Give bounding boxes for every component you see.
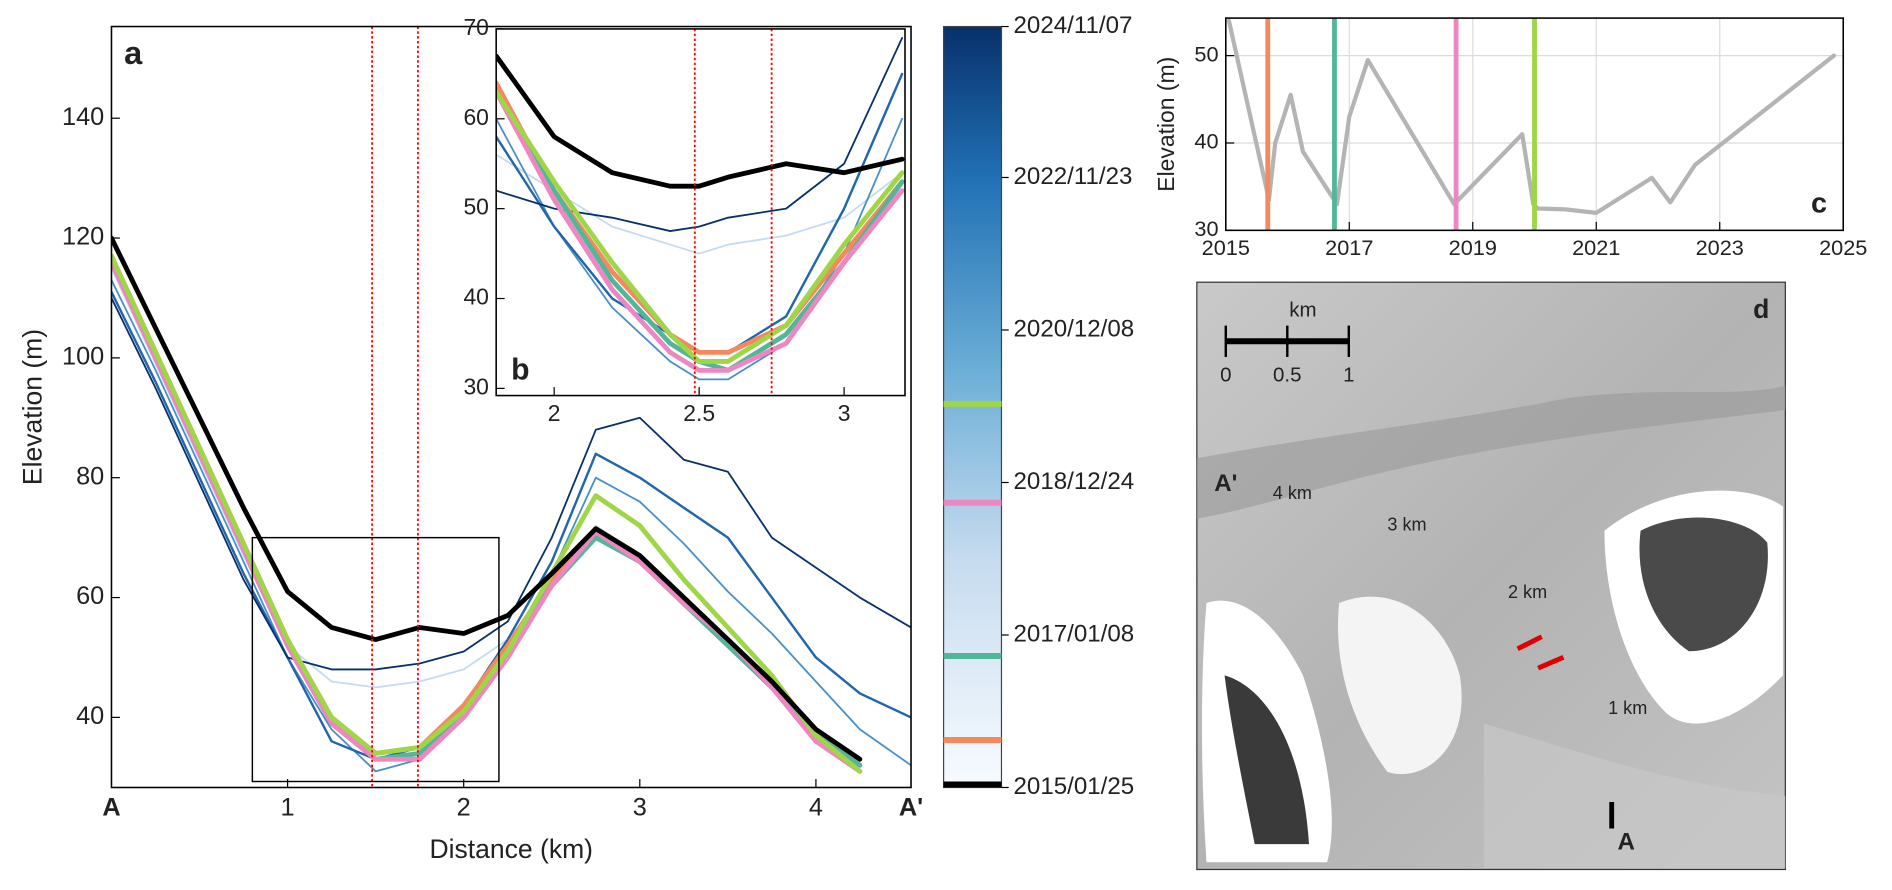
- map-panel: km 0 0.5 1 A A' 1 km 2 km 3 km 4 km d: [1196, 281, 1786, 871]
- y-axis-label: Elevation (m): [17, 329, 47, 485]
- section-marker: [1516, 634, 1543, 651]
- panel-label: c: [1811, 188, 1827, 220]
- y-tick-label: 30: [1194, 216, 1218, 241]
- plot-frame: [495, 28, 906, 397]
- y-tick-label: 120: [62, 223, 104, 251]
- map-ice: [1483, 723, 1786, 869]
- panel-label: b: [511, 353, 529, 386]
- y-tick-label: 140: [62, 103, 104, 131]
- y-tick-label: 60: [76, 582, 104, 610]
- x-tick-label: 3: [633, 794, 647, 822]
- map-ridge: [1196, 385, 1786, 519]
- y-tick-label: 60: [463, 104, 488, 130]
- x-tick-label: 3: [838, 400, 851, 426]
- map-rock: [1224, 675, 1309, 845]
- map-snow: [1338, 596, 1462, 775]
- distance-label: 1 km: [1608, 698, 1647, 718]
- colorbar-tick-label: 2018/12/24: [1014, 468, 1135, 495]
- y-axis-label: Elevation (m): [1153, 57, 1179, 192]
- endpoint-label: A': [899, 794, 923, 822]
- colorbar: [942, 25, 1003, 789]
- series-line: [496, 153, 904, 255]
- panel-label: d: [1753, 294, 1769, 324]
- plot-frame: [110, 25, 912, 789]
- x-tick-label: 2: [548, 400, 561, 426]
- distance-label: 2 km: [1508, 582, 1547, 602]
- colorbar-tick-label: 2017/01/08: [1014, 620, 1135, 647]
- x-axis-label: Distance (km): [429, 834, 593, 864]
- y-tick-label: 40: [76, 702, 104, 730]
- distance-label: 4 km: [1273, 483, 1312, 503]
- plot-background: [496, 28, 905, 396]
- series-line: [111, 290, 912, 761]
- series-line: [496, 89, 905, 373]
- x-tick-label: 2023: [1696, 235, 1744, 260]
- x-tick-label: 2021: [1572, 235, 1620, 260]
- scale-label: 0: [1220, 364, 1231, 387]
- series-group: [496, 28, 905, 396]
- series-line: [496, 89, 905, 364]
- map-rock: [1639, 517, 1768, 652]
- profile-end: A': [1214, 470, 1237, 497]
- y-tick-label: 40: [1194, 129, 1218, 154]
- x-tick-label: 2.5: [683, 400, 715, 426]
- y-tick-label: 70: [463, 14, 488, 40]
- y-tick-label: 40: [463, 284, 488, 310]
- x-tick-label: 2017: [1325, 235, 1373, 260]
- scale-label: 0.5: [1273, 364, 1302, 387]
- section-marker: [1537, 655, 1565, 671]
- colorbar-tick-label: 2020/12/08: [1014, 315, 1135, 342]
- panel-label: a: [124, 35, 143, 71]
- series-line: [1226, 18, 1837, 215]
- y-tick-label: 50: [1194, 41, 1218, 66]
- x-tick-label: 2025: [1819, 235, 1867, 260]
- zoom-box: [251, 536, 500, 783]
- profile-start: A: [1617, 828, 1634, 855]
- series-line: [496, 53, 905, 189]
- plot-frame: [1224, 17, 1845, 232]
- y-tick-label: 50: [463, 194, 488, 220]
- x-tick-label: 2019: [1449, 235, 1497, 260]
- colorbar-tick-label: 2022/11/23: [1014, 163, 1133, 190]
- y-tick-label: 100: [62, 343, 104, 371]
- series-line: [111, 235, 863, 762]
- x-tick-label: 2015: [1202, 235, 1250, 260]
- colorbar-tick-label: 2015/01/25: [1014, 773, 1135, 800]
- x-tick-label: 1: [281, 794, 295, 822]
- y-tick-label: 30: [463, 373, 488, 399]
- endpoint-label: A: [102, 794, 120, 822]
- series-line: [111, 253, 863, 774]
- x-tick-label: 2: [457, 794, 471, 822]
- series-line: [111, 297, 912, 671]
- scale-label: 1: [1343, 364, 1354, 387]
- series-group: [111, 26, 912, 788]
- x-tick-label: 4: [809, 794, 823, 822]
- scale-unit: km: [1289, 299, 1316, 322]
- series-group: [1226, 18, 1837, 231]
- colorbar-tick-label: 2024/11/07: [1014, 12, 1133, 39]
- distance-label: 3 km: [1387, 515, 1426, 535]
- y-tick-label: 80: [76, 462, 104, 490]
